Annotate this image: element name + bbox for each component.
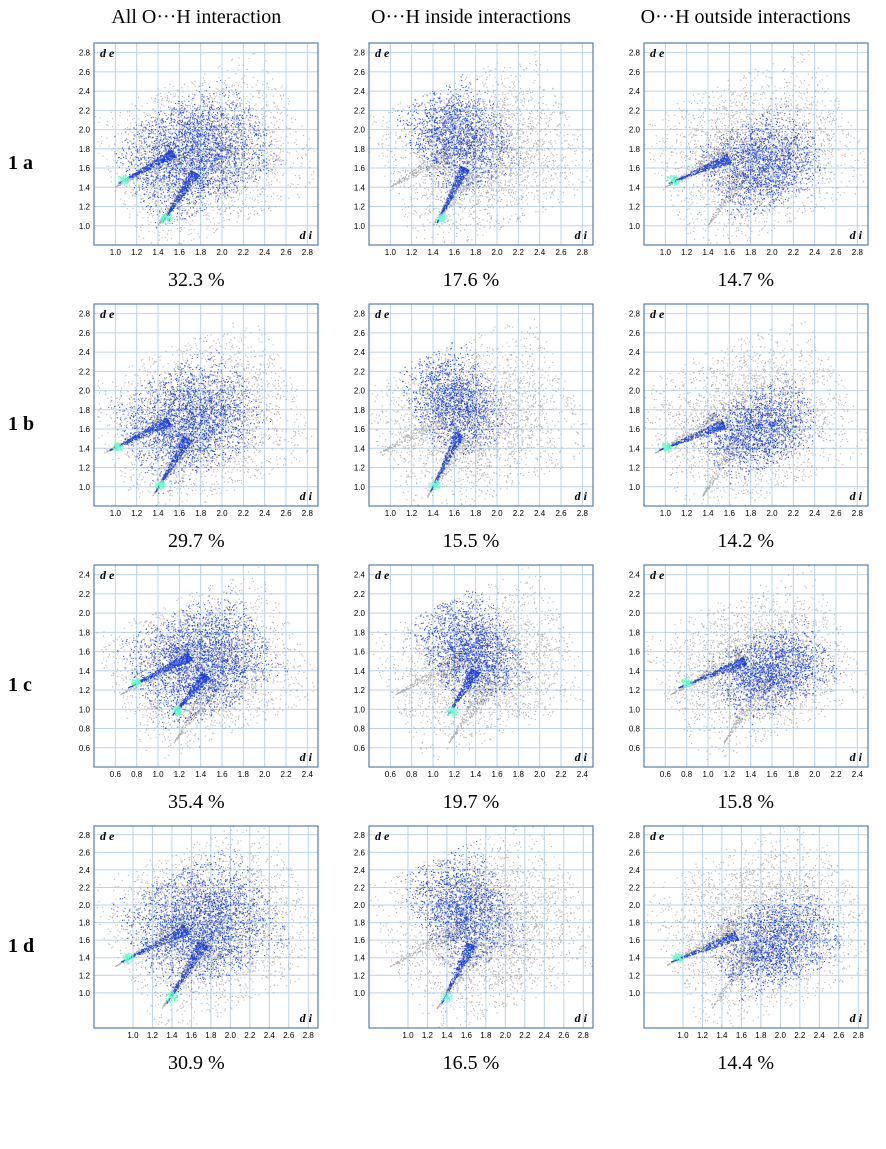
panel-percent: 32.3 % <box>168 269 225 292</box>
fingerprint-panel-1d-1: 1.01.21.41.61.82.02.22.42.62.81.01.21.41… <box>337 818 606 1075</box>
panel-percent: 14.4 % <box>717 1052 774 1075</box>
panel-percent: 15.5 % <box>443 530 500 553</box>
panel-percent: 19.7 % <box>443 791 500 814</box>
fingerprint-plot: 1.01.21.41.61.82.02.22.42.62.81.01.21.41… <box>616 818 876 1050</box>
panel-percent: 14.7 % <box>717 269 774 292</box>
fingerprint-plot: 1.01.21.41.61.82.02.22.42.62.81.01.21.41… <box>66 35 326 267</box>
row-label: 1 b <box>6 413 56 436</box>
panel-percent: 35.4 % <box>168 791 225 814</box>
fingerprint-plot: 1.01.21.41.61.82.02.22.42.62.81.01.21.41… <box>341 35 601 267</box>
fingerprint-panel-1a-0: 1.01.21.41.61.82.02.22.42.62.81.01.21.41… <box>62 35 331 292</box>
row-label: 1 c <box>6 674 56 697</box>
panel-percent: 15.8 % <box>717 791 774 814</box>
figure-grid: All O···H interactionO···H inside intera… <box>6 6 880 1075</box>
fingerprint-plot: 1.01.21.41.61.82.02.22.42.62.81.01.21.41… <box>341 818 601 1050</box>
fingerprint-panel-1b-2: 1.01.21.41.61.82.02.22.42.62.81.01.21.41… <box>611 296 880 553</box>
panel-percent: 29.7 % <box>168 530 225 553</box>
fingerprint-panel-1c-0: 0.60.81.01.21.41.61.82.02.22.40.60.81.01… <box>62 557 331 814</box>
column-header: O···H inside interactions <box>337 6 606 31</box>
fingerprint-plot: 1.01.21.41.61.82.02.22.42.62.81.01.21.41… <box>341 296 601 528</box>
fingerprint-panel-1c-2: 0.60.81.01.21.41.61.82.02.22.40.60.81.01… <box>611 557 880 814</box>
fingerprint-panel-1a-2: 1.01.21.41.61.82.02.22.42.62.81.01.21.41… <box>611 35 880 292</box>
panel-percent: 14.2 % <box>717 530 774 553</box>
row-label: 1 d <box>6 935 56 958</box>
fingerprint-plot: 0.60.81.01.21.41.61.82.02.22.40.60.81.01… <box>341 557 601 789</box>
fingerprint-plot: 1.01.21.41.61.82.02.22.42.62.81.01.21.41… <box>66 818 326 1050</box>
panel-percent: 17.6 % <box>443 269 500 292</box>
fingerprint-panel-1d-2: 1.01.21.41.61.82.02.22.42.62.81.01.21.41… <box>611 818 880 1075</box>
fingerprint-plot: 0.60.81.01.21.41.61.82.02.22.40.60.81.01… <box>616 557 876 789</box>
panel-percent: 30.9 % <box>168 1052 225 1075</box>
row-label: 1 a <box>6 152 56 175</box>
fingerprint-panel-1a-1: 1.01.21.41.61.82.02.22.42.62.81.01.21.41… <box>337 35 606 292</box>
fingerprint-plot: 1.01.21.41.61.82.02.22.42.62.81.01.21.41… <box>616 35 876 267</box>
fingerprint-plot: 1.01.21.41.61.82.02.22.42.62.81.01.21.41… <box>66 296 326 528</box>
fingerprint-plot: 0.60.81.01.21.41.61.82.02.22.40.60.81.01… <box>66 557 326 789</box>
panel-percent: 16.5 % <box>443 1052 500 1075</box>
fingerprint-panel-1b-1: 1.01.21.41.61.82.02.22.42.62.81.01.21.41… <box>337 296 606 553</box>
fingerprint-plot: 1.01.21.41.61.82.02.22.42.62.81.01.21.41… <box>616 296 876 528</box>
fingerprint-panel-1b-0: 1.01.21.41.61.82.02.22.42.62.81.01.21.41… <box>62 296 331 553</box>
fingerprint-panel-1c-1: 0.60.81.01.21.41.61.82.02.22.40.60.81.01… <box>337 557 606 814</box>
column-header: All O···H interaction <box>62 6 331 31</box>
fingerprint-panel-1d-0: 1.01.21.41.61.82.02.22.42.62.81.01.21.41… <box>62 818 331 1075</box>
column-header: O···H outside interactions <box>611 6 880 31</box>
